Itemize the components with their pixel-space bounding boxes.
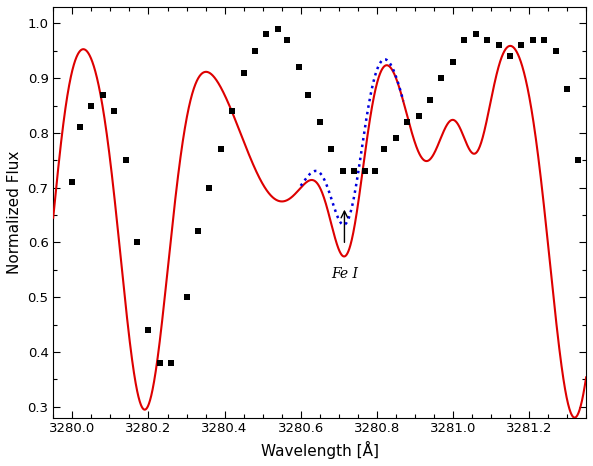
Point <box>144 326 153 334</box>
Point <box>448 58 458 65</box>
Point <box>68 178 77 186</box>
Point <box>167 359 176 367</box>
Point <box>216 145 225 153</box>
Point <box>110 107 119 115</box>
Point <box>155 359 165 367</box>
Point <box>283 36 292 43</box>
Point <box>273 25 283 33</box>
Point <box>262 31 271 38</box>
Point <box>551 47 560 55</box>
X-axis label: Wavelength [Å]: Wavelength [Å] <box>261 441 379 459</box>
Point <box>87 102 96 109</box>
Point <box>75 123 85 131</box>
Point <box>540 36 549 43</box>
Point <box>380 145 389 153</box>
Point <box>370 167 380 175</box>
Point <box>228 107 237 115</box>
Point <box>436 75 446 82</box>
Point <box>326 145 336 153</box>
Point <box>315 118 324 126</box>
Point <box>205 184 214 192</box>
Point <box>250 47 260 55</box>
Point <box>338 167 347 175</box>
Point <box>460 36 469 43</box>
Y-axis label: Normalized Flux: Normalized Flux <box>7 151 22 274</box>
Point <box>403 118 412 126</box>
Point <box>505 53 515 60</box>
Point <box>349 167 359 175</box>
Point <box>471 31 480 38</box>
Point <box>193 228 203 235</box>
Text: Fe I: Fe I <box>331 267 358 281</box>
Point <box>517 41 526 49</box>
Point <box>121 157 130 164</box>
Point <box>132 239 142 246</box>
Point <box>573 157 583 164</box>
Point <box>425 96 435 104</box>
Point <box>304 91 313 98</box>
Point <box>494 41 503 49</box>
Point <box>239 69 248 76</box>
Point <box>562 85 572 93</box>
Point <box>414 113 423 120</box>
Point <box>294 63 304 71</box>
Point <box>98 91 107 98</box>
Point <box>361 167 370 175</box>
Point <box>528 36 537 43</box>
Point <box>182 294 192 301</box>
Point <box>482 36 492 43</box>
Point <box>391 135 400 142</box>
